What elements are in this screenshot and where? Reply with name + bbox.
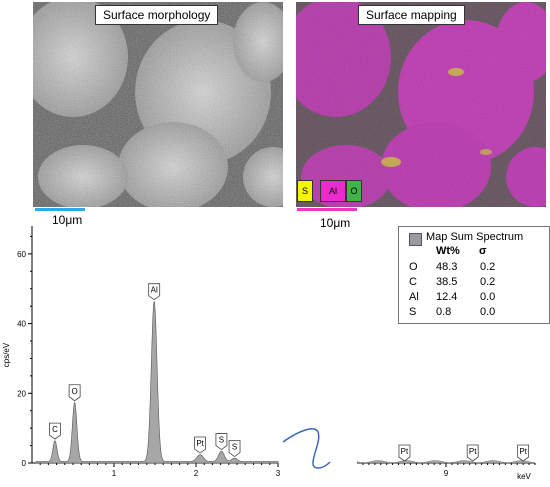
wt-value: 48.3 (436, 261, 458, 273)
spectrum-swatch (409, 233, 422, 246)
spectrum-area-right (356, 460, 536, 464)
peak-label-pt-right-tag (517, 444, 530, 462)
wt-header: Wt% (436, 245, 460, 257)
peak-label-pt-right: Pt (469, 447, 477, 456)
peak-label-pt-right-tag (466, 444, 479, 462)
sem-scale-bar (35, 208, 85, 211)
peak-label-al: Al (151, 286, 158, 295)
x-tick-label: 1 (112, 469, 117, 478)
sem-image: Surface morphology (33, 2, 283, 207)
spectrum-legend-title: Map Sum Spectrum (426, 231, 524, 243)
x-tick-label: 9 (444, 469, 449, 478)
wt-value: 38.5 (436, 276, 458, 288)
map-scale-label: 10μm (320, 216, 351, 230)
sigma-value: 0.2 (480, 261, 496, 273)
composition-row: C 38.5 0.2 (409, 276, 539, 291)
peak-label-o-tag (68, 384, 81, 402)
peak-label-s-tag (228, 440, 241, 458)
y-tick-label: 20 (17, 389, 26, 398)
mapping-image: Surface mapping S Al O (296, 2, 546, 207)
sigma-value: 0.0 (480, 306, 496, 318)
y-tick-label: 60 (17, 250, 26, 259)
peak-label-pt-right: Pt (519, 447, 527, 456)
wt-value: 12.4 (436, 291, 458, 303)
element: C (409, 276, 417, 288)
y-axis-label: cps/eV (2, 342, 11, 367)
mapping-title: Surface mapping (358, 5, 465, 25)
y-tick-label: 0 (22, 459, 27, 468)
peak-label-al-tag (148, 283, 161, 301)
element: S (409, 306, 417, 318)
map-legend-al: Al (320, 180, 346, 202)
composition-row: S 0.8 0.0 (409, 306, 539, 321)
composition-row: Al 12.4 0.0 (409, 291, 539, 306)
peak-label-s: S (232, 443, 237, 452)
sem-title: Surface morphology (95, 5, 219, 25)
peak-label-pt-tag (194, 436, 206, 454)
peak-label-pt-right: Pt (401, 447, 409, 456)
sigma-value: 0.2 (480, 276, 496, 288)
sem-scale-label: 10μm (52, 213, 83, 227)
composition-row: O 48.3 0.2 (409, 261, 539, 276)
x-tick-label: 2 (194, 469, 199, 478)
element: O (409, 261, 418, 273)
peak-label-o: O (72, 387, 78, 396)
peak-label-pt-right-tag (398, 444, 411, 462)
wt-value: 0.8 (436, 306, 452, 318)
spectrum-area-left (35, 301, 279, 464)
sigma-value: 0.0 (480, 291, 496, 303)
axis-break-curve (282, 428, 331, 469)
map-legend-s: S (297, 180, 313, 202)
peak-label-s-tag (215, 433, 228, 451)
sigma-header: σ (479, 245, 487, 257)
x-tick-label: 3 (276, 469, 281, 478)
y-tick-label: 40 (17, 320, 26, 329)
map-legend-o: O (346, 180, 362, 202)
peak-label-c-tag (49, 422, 61, 440)
peak-label-c: C (52, 425, 58, 434)
map-scale-bar (297, 208, 357, 211)
element: Al (409, 291, 419, 303)
x-axis-unit-label: keV (517, 472, 531, 481)
spectrum-legend: Map Sum Spectrum Wt% σ O 48.3 0.2 C 38.5 0.2 A… (398, 226, 550, 324)
peak-label-pt: Pt (196, 439, 204, 448)
peak-label-s: S (219, 436, 224, 445)
